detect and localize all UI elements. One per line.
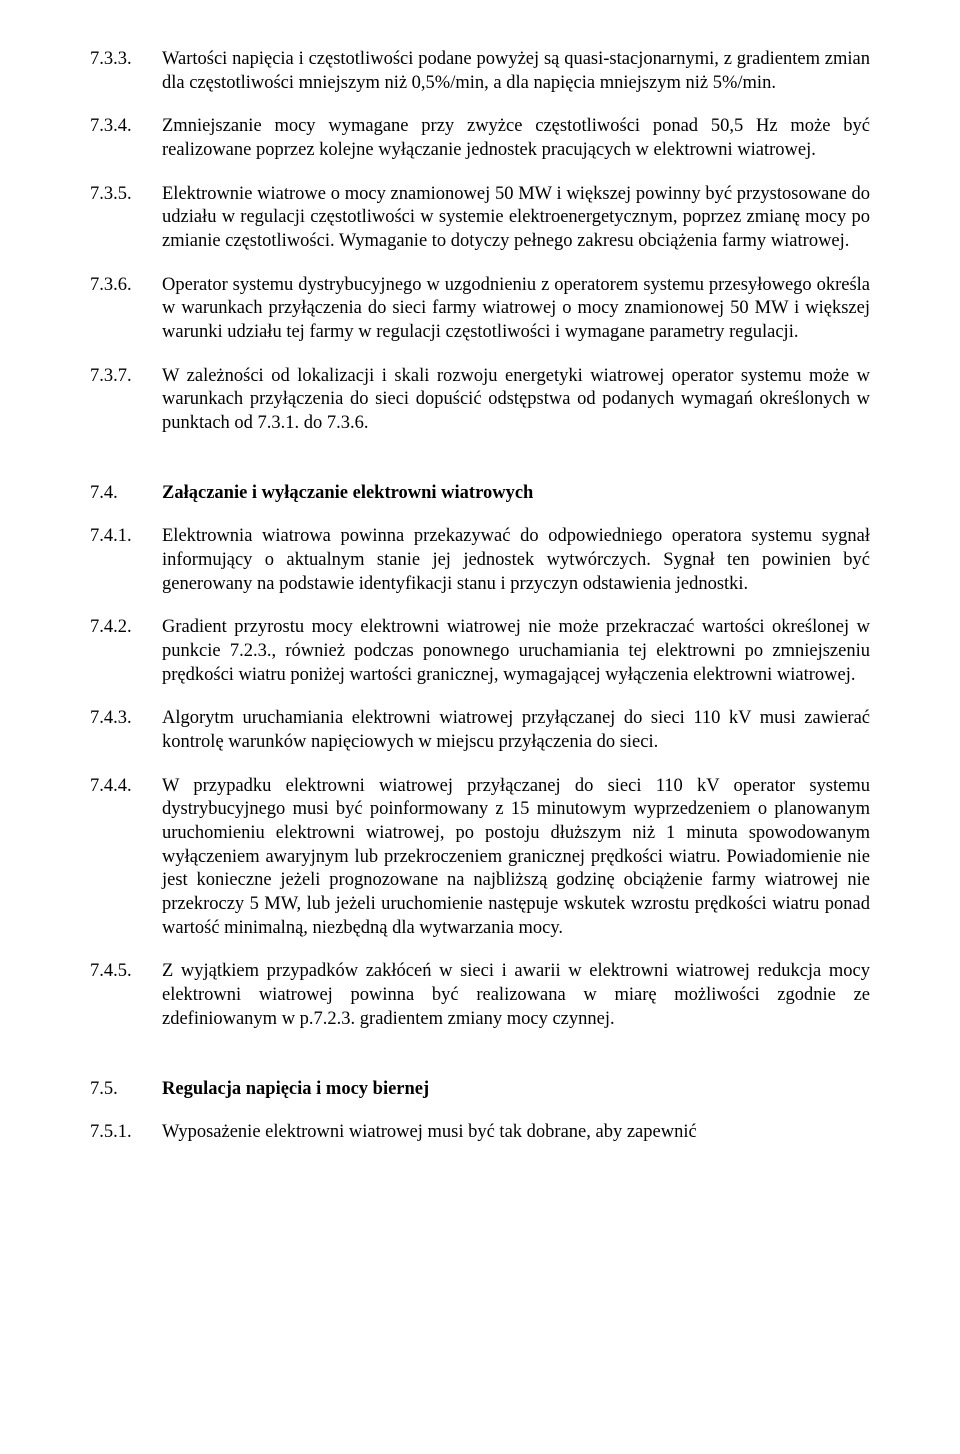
clause-text: Zmniejszanie mocy wymagane przy zwyżce c… [162, 115, 870, 162]
clause-text: Gradient przyrostu mocy elektrowni wiatr… [162, 616, 870, 687]
clause-text: Wartości napięcia i częstotliwości podan… [162, 48, 870, 95]
clause-text: Algorytm uruchamiania elektrowni wiatrow… [162, 707, 870, 754]
clause-text: Elektrownia wiatrowa powinna przekazywać… [162, 525, 870, 596]
section-title: Regulacja napięcia i mocy biernej [162, 1078, 870, 1102]
clause-number: 7.3.4. [90, 115, 162, 162]
clause-number: 7.3.7. [90, 365, 162, 436]
clause-7-3-3: 7.3.3. Wartości napięcia i częstotliwośc… [90, 48, 870, 95]
clause-number: 7.4.1. [90, 525, 162, 596]
section-title: Załączanie i wyłączanie elektrowni wiatr… [162, 482, 870, 506]
clause-number: 7.4.5. [90, 960, 162, 1031]
clause-7-5-1: 7.5.1. Wyposażenie elektrowni wiatrowej … [90, 1121, 870, 1145]
clause-number: 7.3.5. [90, 183, 162, 254]
clause-text: Operator systemu dystrybucyjnego w uzgod… [162, 274, 870, 345]
clause-number: 7.4.2. [90, 616, 162, 687]
clause-text: Wyposażenie elektrowni wiatrowej musi by… [162, 1121, 870, 1145]
clause-number: 7.3.6. [90, 274, 162, 345]
clause-7-4-5: 7.4.5. Z wyjątkiem przypadków zakłóceń w… [90, 960, 870, 1031]
clause-text: W przypadku elektrowni wiatrowej przyłąc… [162, 775, 870, 941]
clause-7-4-1: 7.4.1. Elektrownia wiatrowa powinna prze… [90, 525, 870, 596]
clause-number: 7.4.3. [90, 707, 162, 754]
clause-number: 7.3.3. [90, 48, 162, 95]
clause-number: 7.5.1. [90, 1121, 162, 1145]
clause-text: Z wyjątkiem przypadków zakłóceń w sieci … [162, 960, 870, 1031]
section-number: 7.4. [90, 482, 162, 506]
clause-7-4-4: 7.4.4. W przypadku elektrowni wiatrowej … [90, 775, 870, 941]
clause-7-4-3: 7.4.3. Algorytm uruchamiania elektrowni … [90, 707, 870, 754]
section-7-4-heading: 7.4. Załączanie i wyłączanie elektrowni … [90, 482, 870, 506]
clause-number: 7.4.4. [90, 775, 162, 941]
clause-text: Elektrownie wiatrowe o mocy znamionowej … [162, 183, 870, 254]
clause-7-3-6: 7.3.6. Operator systemu dystrybucyjnego … [90, 274, 870, 345]
section-7-5-heading: 7.5. Regulacja napięcia i mocy biernej [90, 1078, 870, 1102]
clause-7-3-4: 7.3.4. Zmniejszanie mocy wymagane przy z… [90, 115, 870, 162]
clause-7-3-7: 7.3.7. W zależności od lokalizacji i ska… [90, 365, 870, 436]
clause-7-4-2: 7.4.2. Gradient przyrostu mocy elektrown… [90, 616, 870, 687]
clause-text: W zależności od lokalizacji i skali rozw… [162, 365, 870, 436]
clause-7-3-5: 7.3.5. Elektrownie wiatrowe o mocy znami… [90, 183, 870, 254]
section-number: 7.5. [90, 1078, 162, 1102]
